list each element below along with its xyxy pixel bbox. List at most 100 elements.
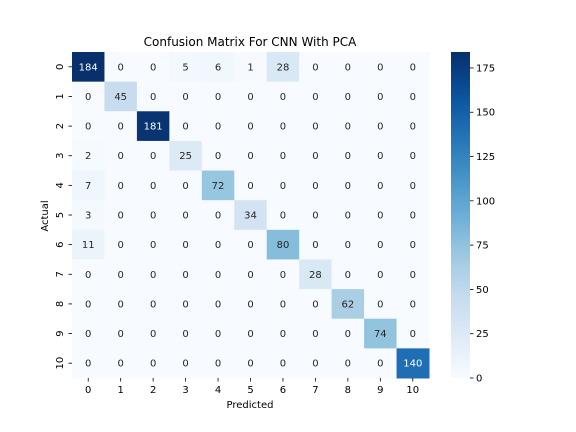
cell-r8-c6 [266, 289, 300, 320]
cell-label-r5-c5: 34 [244, 211, 257, 222]
cell-label-r2-c5: 0 [247, 122, 253, 133]
cell-r8-c9 [364, 289, 398, 320]
cell-r10-c4 [201, 348, 235, 379]
cell-label-r5-c6: 0 [280, 211, 286, 222]
cell-label-r5-c9: 0 [377, 211, 383, 222]
cell-r5-c7 [299, 200, 333, 231]
cell-label-r6-c2: 0 [150, 240, 156, 251]
cell-r1-c4 [201, 81, 235, 112]
cell-r2-c1 [104, 111, 138, 142]
cell-label-r9-c8: 0 [345, 329, 351, 340]
cell-r5-c3 [169, 200, 203, 231]
cell-label-r10-c1: 0 [117, 359, 123, 370]
cell-r2-c10 [396, 111, 430, 142]
y-tick-label-0: 0 [55, 64, 66, 70]
cell-label-r0-c4: 6 [215, 62, 221, 73]
cell-r3-c1 [104, 140, 138, 172]
cell-label-r3-c8: 0 [345, 151, 351, 162]
cell-r9-c8 [331, 318, 365, 349]
cell-label-r9-c2: 0 [150, 329, 156, 340]
y-tick-label-9: 9 [55, 330, 66, 336]
cell-r5-c6 [266, 200, 300, 231]
colorbar-ticks: 0 25 50 75 100 125 150 175 [470, 63, 495, 385]
cell-label-r6-c6: 80 [277, 240, 290, 251]
cell-label-r6-c9: 0 [377, 240, 383, 251]
cell-label-r9-c6: 0 [280, 329, 286, 340]
cell-r7-c2 [136, 259, 170, 290]
cell-r9-c5 [234, 318, 268, 349]
cell-label-r10-c9: 0 [377, 359, 383, 370]
cell-label-r4-c3: 0 [182, 181, 188, 192]
cell-label-r10-c10: 140 [403, 359, 422, 370]
cell-r6-c0 [72, 229, 105, 260]
cell-r1-c3 [169, 81, 203, 112]
cell-r1-c9 [364, 81, 398, 112]
cell-r10-c5 [234, 348, 268, 379]
cell-r5-c0 [72, 200, 105, 231]
cell-r7-c4 [201, 259, 235, 290]
cell-label-r6-c8: 0 [345, 240, 351, 251]
cell-label-r8-c6: 0 [280, 299, 286, 310]
cell-r7-c10 [396, 259, 430, 290]
x-tick-label-1: 1 [117, 385, 123, 396]
cell-label-r9-c1: 0 [117, 329, 123, 340]
cell-label-r9-c3: 0 [182, 329, 188, 340]
cell-r9-c7 [299, 318, 333, 349]
cell-r0-c9 [364, 52, 398, 83]
cell-r6-c7 [299, 229, 333, 260]
cell-r1-c8 [331, 81, 365, 112]
cell-label-r7-c10: 0 [410, 270, 416, 281]
cell-label-r8-c1: 0 [117, 299, 123, 310]
cell-r0-c2 [136, 52, 170, 83]
cell-label-r5-c8: 0 [345, 211, 351, 222]
cell-r1-c7 [299, 81, 333, 112]
cell-r9-c10 [396, 318, 430, 349]
cell-label-r4-c7: 0 [312, 181, 318, 192]
cell-label-r10-c6: 0 [280, 359, 286, 370]
cell-label-r6-c4: 0 [215, 240, 221, 251]
cell-r10-c9 [364, 348, 398, 379]
cell-r2-c8 [331, 111, 365, 142]
cell-label-r3-c0: 2 [85, 151, 91, 162]
cell-label-r0-c6: 28 [277, 62, 290, 73]
colorbar-tick-label-125: 125 [476, 152, 495, 163]
cell-label-r8-c7: 0 [312, 299, 318, 310]
cell-label-r0-c0: 184 [79, 62, 98, 73]
cell-r0-c4 [201, 52, 235, 83]
cell-r8-c5 [234, 289, 268, 320]
cell-label-r2-c2: 181 [144, 122, 163, 133]
cell-r5-c4 [201, 200, 235, 231]
cell-r0-c1 [104, 52, 138, 83]
cell-r4-c0 [72, 170, 105, 201]
cell-r0-c6 [266, 52, 300, 83]
cell-label-r9-c0: 0 [85, 329, 91, 340]
cell-label-r2-c4: 0 [215, 122, 221, 133]
y-tick-label-10: 10 [55, 357, 66, 370]
cell-r3-c3 [169, 140, 203, 172]
cell-r3-c6 [266, 140, 300, 172]
cell-label-r1-c10: 0 [410, 92, 416, 103]
cell-r6-c6 [266, 229, 300, 260]
cell-r4-c1 [104, 170, 138, 201]
cell-r3-c0 [72, 140, 105, 172]
cell-r9-c3 [169, 318, 203, 349]
cell-r3-c9 [364, 140, 398, 172]
cell-label-r3-c4: 0 [215, 151, 221, 162]
cell-label-r4-c8: 0 [345, 181, 351, 192]
cell-label-r5-c2: 0 [150, 211, 156, 222]
cell-label-r7-c9: 0 [377, 270, 383, 281]
cell-r8-c2 [136, 289, 170, 320]
cell-label-r3-c7: 0 [312, 151, 318, 162]
cell-r5-c10 [396, 200, 430, 231]
cell-label-r0-c8: 0 [345, 62, 351, 73]
cell-label-r3-c1: 0 [117, 151, 123, 162]
cell-label-r4-c0: 7 [85, 181, 91, 192]
x-tick-label-2: 2 [150, 385, 156, 396]
cell-r1-c6 [266, 81, 300, 112]
cell-r6-c9 [364, 229, 398, 260]
cell-label-r0-c2: 0 [150, 62, 156, 73]
y-tick-label-2: 2 [55, 123, 66, 129]
cell-r8-c1 [104, 289, 138, 320]
y-tick-label-5: 5 [55, 212, 66, 218]
cell-r2-c7 [299, 111, 333, 142]
